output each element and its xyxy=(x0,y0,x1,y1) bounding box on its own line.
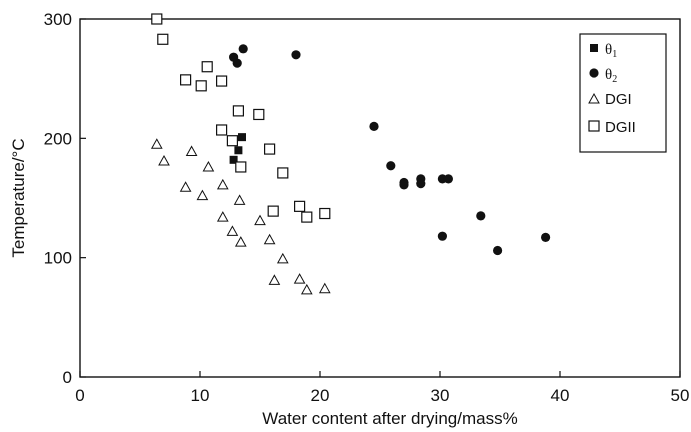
data-point-dgi xyxy=(150,138,163,149)
data-point-dgi xyxy=(268,274,281,285)
data-point-1 xyxy=(234,146,243,155)
data-point-dgi xyxy=(318,282,331,294)
data-point-1 xyxy=(238,133,246,142)
data-point-1 xyxy=(229,155,238,164)
data-point-2 xyxy=(541,232,551,242)
data-point-2 xyxy=(416,179,426,189)
data-point-dgi xyxy=(202,160,215,172)
data-point-dgii xyxy=(201,61,213,73)
data-point-dgi xyxy=(276,252,289,264)
data-point-dgii xyxy=(216,124,228,136)
y-tick-label: 100 xyxy=(44,249,72,268)
x-tick-label: 40 xyxy=(551,386,570,405)
data-point-dgii xyxy=(216,75,228,87)
data-point-dgi xyxy=(293,273,306,284)
data-point-dgi xyxy=(263,233,276,245)
data-point-2 xyxy=(232,58,242,68)
legend-marker-theta2 xyxy=(589,68,599,78)
data-point-2 xyxy=(493,245,503,256)
data-point-dgii xyxy=(235,161,247,173)
data-point-dgi xyxy=(216,211,229,222)
x-axis-title: Water content after drying/mass% xyxy=(262,409,517,428)
x-tick-label: 30 xyxy=(431,386,450,405)
data-point-dgii xyxy=(232,105,244,117)
data-point-2 xyxy=(386,161,396,171)
data-point-dgi xyxy=(216,178,229,190)
data-point-2 xyxy=(399,180,409,190)
legend-label-dgi: DGI xyxy=(605,91,632,108)
data-points xyxy=(150,13,551,295)
x-tick-label: 50 xyxy=(671,386,690,405)
data-point-dgii xyxy=(294,200,306,212)
data-point-dgi xyxy=(196,189,209,201)
data-point-2 xyxy=(238,44,248,54)
y-tick-label: 300 xyxy=(44,10,72,29)
x-tick-label: 20 xyxy=(311,386,330,405)
y-tick-label: 0 xyxy=(63,368,72,387)
data-point-2 xyxy=(437,231,447,241)
data-point-dgi xyxy=(254,214,266,226)
axes: 0 10 20 30 40 50 0 100 200 300 xyxy=(44,10,690,405)
data-point-dgii xyxy=(267,205,279,217)
data-point-2 xyxy=(369,121,379,131)
plot-frame xyxy=(79,18,681,378)
data-point-dgi xyxy=(300,283,313,295)
data-point-2 xyxy=(476,211,486,221)
x-tick-label: 0 xyxy=(75,386,84,405)
data-point-dgii xyxy=(319,207,331,220)
data-point-dgii xyxy=(264,143,276,155)
data-point-dgi xyxy=(179,181,192,192)
legend-marker-theta1 xyxy=(590,44,598,52)
y-axis-title: Temperature/°C xyxy=(9,138,28,257)
data-point-dgii xyxy=(195,80,207,92)
legend-label-dgii: DGII xyxy=(605,119,636,136)
legend-label-theta2: θ2 xyxy=(605,67,617,85)
legend-marker-dgii xyxy=(588,120,600,132)
data-point-dgi xyxy=(185,145,198,156)
data-point-dgi xyxy=(158,154,170,166)
legend: θ1 θ2 DGI DGII xyxy=(579,33,667,153)
legend-label-theta1: θ1 xyxy=(605,42,617,60)
data-point-dgii xyxy=(151,13,163,25)
y-tick-label: 200 xyxy=(44,129,72,148)
data-point-dgii xyxy=(226,135,238,147)
data-point-2 xyxy=(291,50,301,60)
legend-marker-dgi xyxy=(588,92,600,104)
data-point-dgii xyxy=(157,33,169,45)
data-point-dgii xyxy=(253,108,265,121)
data-point-dgi xyxy=(234,236,247,247)
data-point-2 xyxy=(443,174,453,184)
data-point-dgi xyxy=(226,225,239,236)
data-point-dgi xyxy=(233,194,246,205)
data-point-dgii xyxy=(301,211,313,223)
x-tick-label: 10 xyxy=(191,386,210,405)
data-point-dgii xyxy=(180,74,192,86)
legend-box xyxy=(579,33,667,153)
data-point-dgii xyxy=(277,167,289,179)
